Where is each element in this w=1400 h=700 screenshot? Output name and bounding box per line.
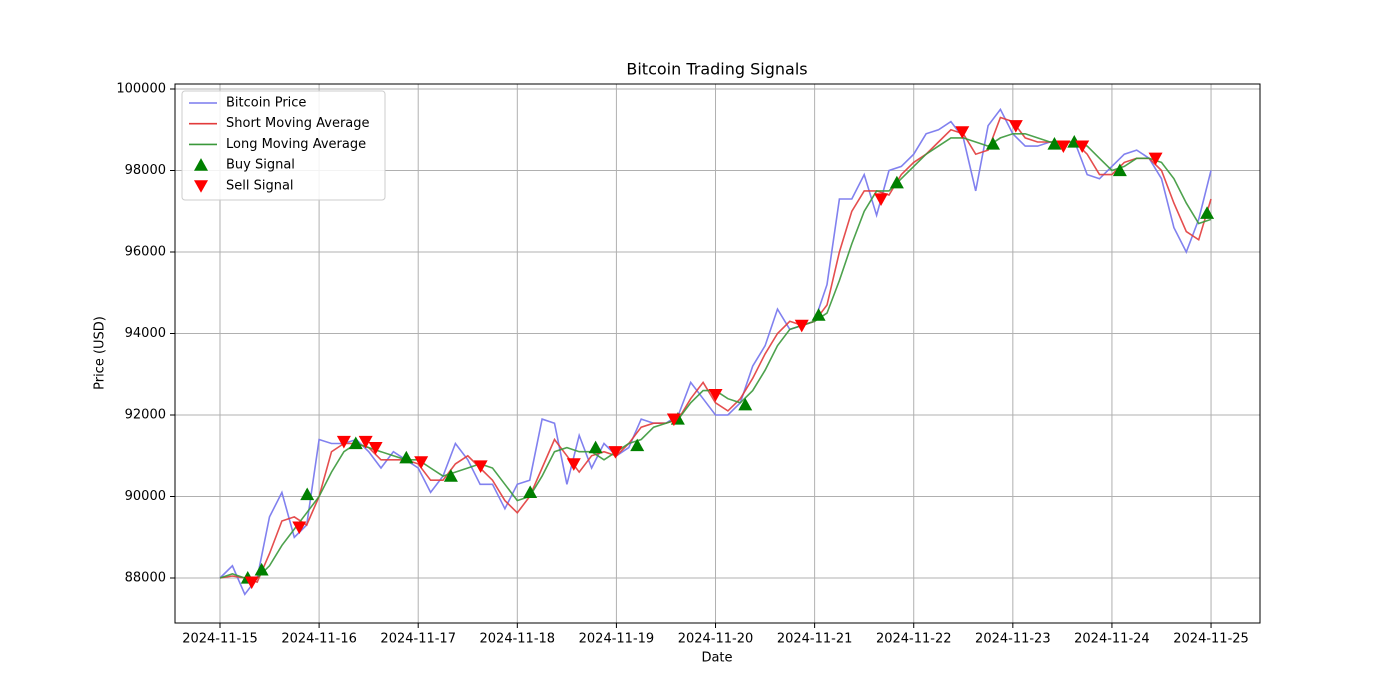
signal-marker (566, 458, 581, 471)
x-tick-label: 2024-11-15 (182, 632, 258, 647)
legend-label: Sell Signal (226, 178, 294, 193)
signal-marker (666, 413, 681, 427)
y-tick-label: 90000 (125, 489, 166, 504)
x-tick-label: 2024-11-17 (380, 632, 456, 647)
signal-marker (368, 442, 383, 455)
x-tick-label: 2024-11-16 (281, 632, 357, 647)
x-axis-label: Date (701, 651, 732, 666)
legend: Bitcoin Price Short Moving Average Long Mo… (181, 90, 386, 201)
y-tick-label: 92000 (125, 408, 166, 423)
legend-label: Bitcoin Price (226, 96, 306, 111)
signal-marker (414, 456, 429, 469)
legend-label: Buy Signal (226, 158, 295, 173)
signal-marker (348, 436, 363, 450)
x-tick-label: 2024-11-23 (975, 632, 1051, 647)
legend-label: Short Moving Average (226, 116, 370, 131)
y-tick-label: 100000 (116, 82, 166, 97)
signal-marker (1112, 163, 1127, 177)
signal-marker (473, 460, 488, 473)
signal-marker (358, 435, 373, 449)
x-tick-label: 2024-11-20 (678, 632, 754, 647)
x-tick-label: 2024-11-25 (1173, 632, 1249, 647)
signal-marker (708, 389, 723, 402)
plot-frame (174, 83, 1261, 624)
signal-marker (588, 440, 603, 454)
legend-label: Long Moving Average (226, 137, 366, 152)
signal-marker (292, 521, 307, 535)
y-tick-label: 96000 (125, 245, 166, 260)
signal-marker (630, 438, 645, 452)
signal-marker (1200, 206, 1215, 219)
signal-marker (608, 446, 623, 459)
signal-marker (254, 562, 269, 576)
x-tick-label: 2024-11-24 (1074, 632, 1150, 647)
signal-marker (794, 319, 809, 333)
signal-marker (889, 175, 904, 189)
signal-marker (523, 485, 538, 499)
signal-marker (443, 469, 458, 482)
y-tick-label: 98000 (125, 163, 166, 178)
signal-marker (1075, 140, 1090, 154)
y-axis-label: Price (USD) (93, 316, 108, 390)
chart-title: Bitcoin Trading Signals (626, 60, 807, 79)
signal-marker (336, 435, 351, 449)
signal-marker (986, 137, 1001, 150)
y-tick-label: 94000 (125, 326, 166, 341)
signal-marker (300, 487, 315, 501)
signal-marker (874, 193, 889, 207)
signal-marker (1047, 137, 1062, 150)
signal-marker (955, 126, 970, 139)
signal-marker (1148, 152, 1163, 166)
signal-marker (1056, 140, 1071, 154)
x-tick-label: 2024-11-19 (579, 632, 655, 647)
price-line (219, 107, 1212, 596)
signal-marker (244, 576, 259, 590)
signal-marker (1008, 120, 1023, 133)
legend-swatch (194, 158, 208, 171)
legend-swatch (194, 180, 208, 193)
x-tick-label: 2024-11-21 (777, 632, 853, 647)
price-line (219, 116, 1212, 584)
signal-marker (738, 397, 753, 411)
signal-marker (399, 450, 414, 464)
legend-box (181, 90, 386, 201)
signal-marker (811, 308, 826, 321)
x-tick-label: 2024-11-22 (876, 632, 952, 647)
x-tick-label: 2024-11-18 (480, 632, 556, 647)
y-tick-label: 88000 (125, 571, 166, 586)
